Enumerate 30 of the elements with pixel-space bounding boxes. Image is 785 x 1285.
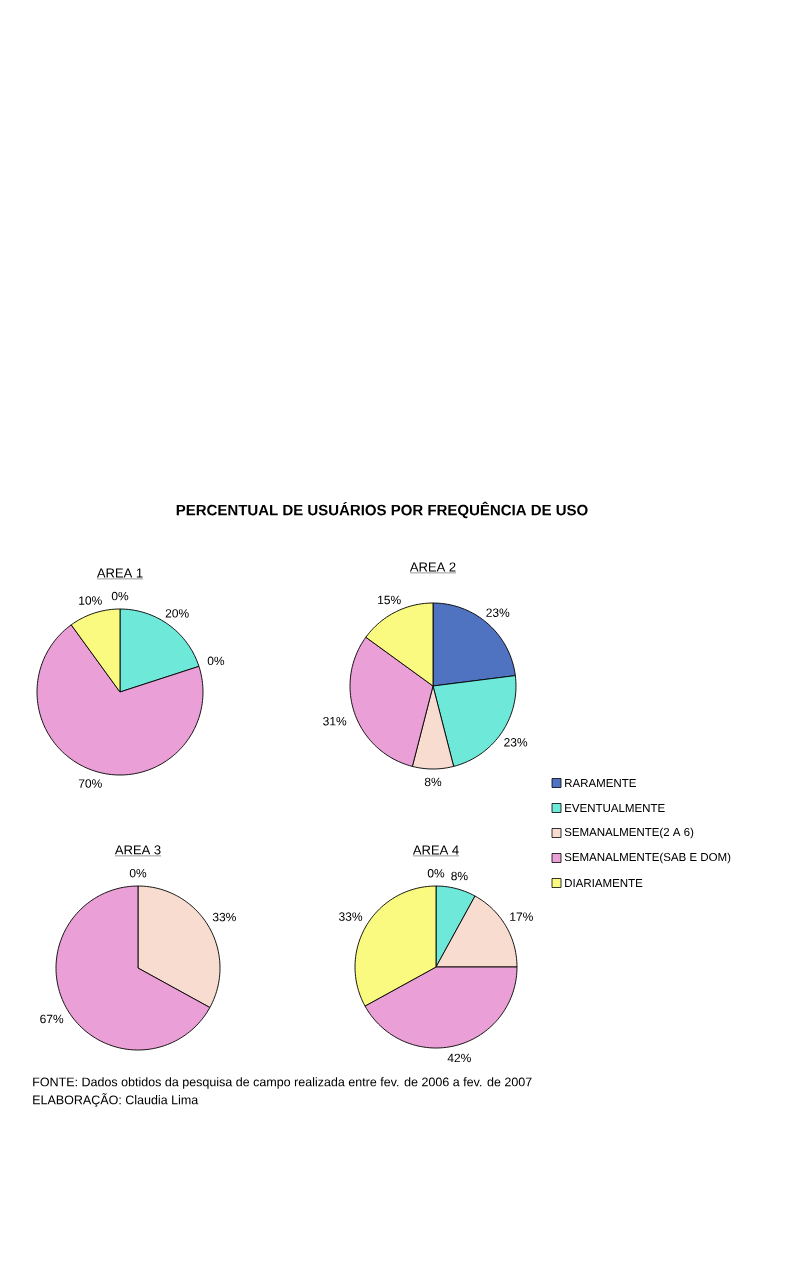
text: 0%: [111, 591, 129, 601]
data-label: 15%: [378, 595, 401, 605]
data-label: 23%: [486, 608, 510, 617]
legend-label: SEMANALMENTE(SAB E DOM): [564, 852, 731, 864]
data-label: 8%: [451, 871, 468, 881]
data-label: 31%: [323, 716, 347, 726]
data-label: 33%: [339, 912, 363, 921]
data-label: 42%: [447, 1053, 471, 1063]
chart-title: PERCENTUAL DE USUÁRIOS POR FREQUÊNCIA DE USO: [176, 501, 588, 519]
data-label: 8%: [424, 777, 442, 787]
chart-subtitle: AREA 1: [96, 568, 143, 578]
data-label: 23%: [504, 738, 528, 747]
legend-label: SEMANALMENTE(2 A 6): [564, 827, 694, 839]
data-label: 10%: [79, 596, 102, 605]
chart-subtitle: AREA 4: [412, 845, 459, 855]
data-label: 33%: [212, 912, 236, 922]
text: ELABORAÇÃO: Claudia Lima: [33, 1093, 199, 1107]
data-label: 20%: [165, 609, 189, 618]
legend-label: EVENTUALMENTE: [565, 804, 665, 813]
chart-subtitle: AREA 2: [409, 562, 456, 572]
chart-subtitle: AREA 3: [114, 845, 161, 855]
legend-label: RARAMENTE: [565, 779, 636, 787]
text: 0%: [207, 656, 225, 666]
data-label: 17%: [510, 912, 533, 921]
data-label: 67%: [40, 1014, 64, 1024]
legend-label: DIARIAMENTE: [565, 879, 643, 887]
data-label: 70%: [78, 779, 102, 788]
text: 0%: [427, 869, 445, 878]
text: 0%: [129, 868, 147, 878]
source-note: FONTE: Dados obtidos da pesquisa de campo realizada entre fev. de 2006 a fev. de 2007: [33, 1077, 532, 1089]
